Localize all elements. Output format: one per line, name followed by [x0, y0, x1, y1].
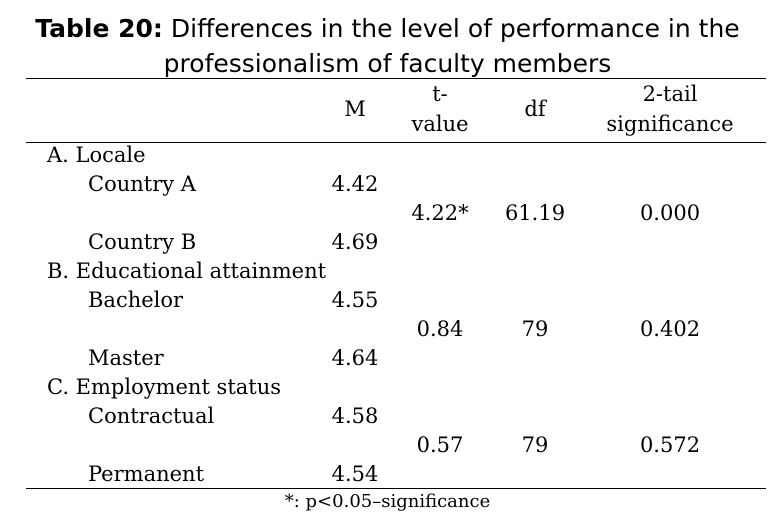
group-t-value: 0.84	[416, 317, 464, 341]
row-mean: 4.58	[331, 404, 379, 428]
header-sig-line1: 2-tail	[642, 82, 698, 106]
header-rule	[26, 142, 766, 143]
group-name: B. Educational attainment	[47, 259, 327, 283]
row-label: Bachelor	[88, 288, 184, 312]
header-sig-line2: significance	[606, 112, 734, 136]
table-title-line1: Differences in the level of performance …	[162, 14, 740, 43]
footnote: *: p<0.05–significance	[284, 491, 491, 512]
row-mean: 4.54	[331, 462, 379, 486]
row-mean: 4.64	[331, 346, 379, 370]
group-df: 79	[521, 433, 549, 457]
group-name: C. Employment status	[47, 375, 282, 399]
row-mean: 4.42	[331, 172, 379, 196]
table-label: Table 20:	[35, 14, 163, 43]
header-t-line1: t-	[432, 82, 448, 106]
row-label: Country A	[88, 172, 196, 196]
group-significance: 0.000	[639, 201, 701, 225]
bottom-rule	[26, 488, 766, 489]
header-t-line2: value	[411, 112, 469, 136]
group-significance: 0.572	[639, 433, 701, 457]
top-rule	[26, 78, 766, 79]
group-df: 61.19	[504, 201, 566, 225]
group-name: A. Locale	[47, 143, 146, 167]
group-t-value: 0.57	[416, 433, 464, 457]
group-significance: 0.402	[639, 317, 701, 341]
row-label: Permanent	[88, 462, 205, 486]
row-mean: 4.55	[331, 288, 379, 312]
group-df: 79	[521, 317, 549, 341]
row-label: Country B	[88, 230, 197, 254]
table-title-line2: professionalism of faculty members	[163, 49, 612, 78]
header-df: df	[524, 97, 546, 121]
group-t-value: 4.22*	[411, 201, 469, 225]
header-m: M	[344, 97, 366, 121]
row-label: Contractual	[88, 404, 215, 428]
table-title: Table 20: Differences in the level of pe…	[0, 14, 775, 44]
row-mean: 4.69	[331, 230, 379, 254]
row-label: Master	[88, 346, 164, 370]
